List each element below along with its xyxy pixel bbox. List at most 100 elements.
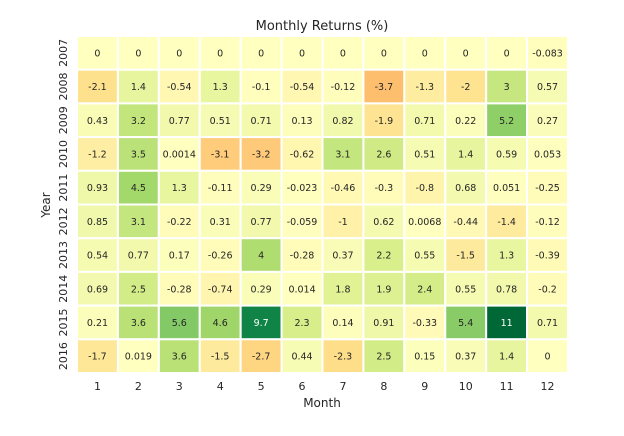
cell-value-label: -0.8: [416, 183, 435, 194]
cell-value-label: 0.62: [373, 217, 394, 228]
cell-value-label: 0.68: [455, 183, 476, 194]
cell-value-label: 0: [504, 48, 510, 59]
x-axis-ticks: 1 2 3 4 5 6 7 8 9 10 11 12: [94, 380, 555, 393]
cell-value-label: 0.37: [332, 251, 353, 262]
cell-value-label: 0.14: [332, 318, 353, 329]
heatmap-cell: [321, 169, 365, 206]
x-tick-label: 3: [176, 380, 183, 393]
cell-value-label: 5.6: [172, 318, 187, 329]
cell-value-label: 0.85: [87, 217, 108, 228]
heatmap-cell: [157, 169, 201, 206]
heatmap-cell: [444, 338, 488, 374]
heatmap-cell: [198, 203, 242, 240]
heatmap-cells: [76, 35, 569, 374]
heatmap-cell: [403, 203, 447, 240]
cell-value-label: -1.9: [375, 116, 394, 127]
cell-value-label: 0: [217, 48, 223, 59]
cell-value-label: 0.54: [87, 251, 108, 262]
cell-value-label: 3: [504, 82, 510, 93]
y-tick-label: 2016: [57, 342, 70, 370]
cell-value-label: 0: [463, 48, 469, 59]
cell-value-label: 3.2: [131, 116, 146, 127]
heatmap-cell: [280, 203, 324, 240]
cell-value-label: 11: [501, 318, 513, 329]
cell-value-label: -0.25: [535, 183, 560, 194]
cell-value-label: 3.5: [131, 149, 146, 160]
cell-value-label: 2.2: [376, 251, 391, 262]
heatmap-cell: [526, 304, 569, 341]
heatmap-cell: [198, 338, 242, 374]
y-tick-label: 2007: [57, 39, 70, 67]
cell-value-label: 0.69: [87, 284, 108, 295]
heatmap-cell: [526, 102, 569, 139]
cell-value-label: 0.71: [537, 318, 558, 329]
cell-value-label: -0.54: [290, 82, 315, 93]
cell-value-label: -0.1: [252, 82, 271, 93]
cell-value-label: 3.1: [335, 149, 350, 160]
cell-value-label: 3.1: [131, 217, 146, 228]
y-axis-label: Year: [39, 192, 53, 218]
cell-value-label: -2.7: [252, 352, 271, 363]
heatmap-cell: [485, 68, 529, 105]
y-tick-label: 2013: [57, 241, 70, 269]
heatmap-cell: [403, 237, 447, 273]
cell-value-label: 0.93: [87, 183, 108, 194]
cell-value-label: -2: [461, 82, 470, 93]
heatmap-cell: [239, 270, 283, 307]
cell-value-label: 0.019: [125, 352, 152, 363]
cell-value-label: 0: [545, 352, 551, 363]
cell-value-label: 0.014: [288, 284, 315, 295]
cell-value-label: 0.13: [291, 116, 312, 127]
cell-value-label: 0.21: [87, 318, 108, 329]
cell-value-label: 0.22: [455, 116, 476, 127]
cell-value-label: -0.54: [167, 82, 192, 93]
x-tick-label: 9: [421, 380, 428, 393]
y-tick-label: 2010: [57, 140, 70, 168]
x-tick-label: 1: [94, 380, 101, 393]
cell-value-label: -1: [338, 217, 347, 228]
heatmap-cell: [157, 304, 201, 341]
cell-value-label: 1.8: [335, 284, 350, 295]
cell-value-label: 3.6: [172, 352, 187, 363]
cell-value-label: 2.3: [294, 318, 309, 329]
x-tick-label: 11: [500, 380, 514, 393]
cell-value-label: 0.37: [455, 352, 476, 363]
cell-value-label: -0.74: [208, 284, 233, 295]
cell-value-label: -0.28: [290, 251, 315, 262]
cell-value-label: 1.9: [376, 284, 391, 295]
cell-value-label: 0.51: [210, 116, 231, 127]
cell-value-label: 0: [94, 48, 100, 59]
cell-value-label: -0.39: [535, 251, 560, 262]
heatmap-cell: [526, 68, 569, 105]
heatmap-cell: [362, 338, 406, 374]
cell-value-label: 0.31: [210, 217, 231, 228]
cell-value-label: -0.12: [331, 82, 356, 93]
y-axis-ticks: 2007 2008 2009 2010 2011 2012 2013 2014 2015 2016: [57, 39, 70, 370]
cell-value-label: 0.55: [455, 284, 476, 295]
cell-value-label: 0.55: [414, 251, 435, 262]
cell-value-label: -0.12: [535, 217, 560, 228]
cell-value-label: -0.3: [375, 183, 394, 194]
cell-value-label: 1.4: [458, 149, 473, 160]
cell-value-label: 2.6: [376, 149, 391, 160]
cell-value-label: -0.44: [453, 217, 478, 228]
y-tick-label: 2014: [57, 275, 70, 303]
cell-value-label: -3.1: [211, 149, 230, 160]
x-tick-label: 2: [135, 380, 142, 393]
cell-value-label: 0: [299, 48, 305, 59]
cell-value-label: -3.2: [252, 149, 271, 160]
cell-value-label: 0.29: [251, 284, 272, 295]
heatmap-cell: [362, 203, 406, 240]
cell-value-label: -0.62: [290, 149, 315, 160]
cell-value-label: 3.6: [131, 318, 146, 329]
y-tick-label: 2012: [57, 207, 70, 235]
x-tick-label: 6: [299, 380, 306, 393]
cell-value-label: 1.3: [172, 183, 187, 194]
cell-value-label: 0.43: [87, 116, 108, 127]
cell-value-label: -0.26: [208, 251, 233, 262]
cell-value-label: 0: [381, 48, 387, 59]
y-tick-label: 2008: [57, 73, 70, 101]
cell-value-label: -1.7: [88, 352, 107, 363]
cell-value-label: 0.44: [291, 352, 312, 363]
